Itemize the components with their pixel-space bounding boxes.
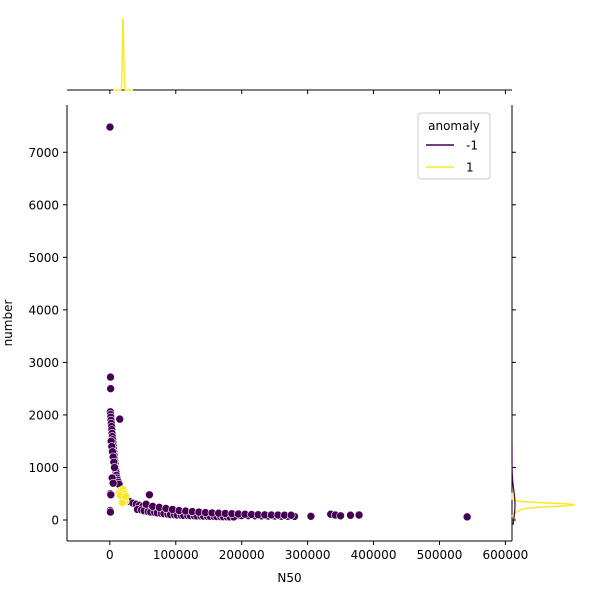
- scatter-point-neg1: [145, 490, 154, 500]
- x-tick-label: 200000: [219, 548, 265, 562]
- main-scatter-axes: 0 100000 200000 300000 400000 500000 600000 0 1…: [1, 105, 528, 585]
- y-tick-label: 7000: [28, 146, 59, 160]
- legend-label-neg1: -1: [466, 139, 478, 153]
- marginal-y-density-panel: [511, 105, 575, 541]
- scatter-point-neg1: [106, 490, 116, 500]
- x-tick-label: 0: [106, 548, 114, 562]
- scatter-point-neg1: [106, 384, 115, 393]
- y-tick-label: 4000: [28, 303, 59, 317]
- scatter-point-1: [121, 492, 130, 501]
- scatter-point-neg1: [354, 510, 364, 520]
- y-axis-ticks: 0 1000 2000 3000 4000 5000 6000 7000: [28, 146, 67, 527]
- scatter-point-neg1: [306, 512, 316, 521]
- scatter-point-neg1: [336, 511, 345, 521]
- y-tick-label: 0: [51, 513, 59, 527]
- legend-frame: [417, 112, 491, 180]
- scatter-points: [105, 122, 472, 522]
- x-tick-label: 400000: [351, 548, 397, 562]
- scatter-point-neg1: [106, 507, 115, 517]
- y-tick-label: 3000: [28, 356, 59, 370]
- x-tick-label: 100000: [153, 548, 199, 562]
- x-tick-label: 600000: [483, 548, 529, 562]
- scatter-point-neg1: [105, 122, 115, 132]
- scatter-point-neg1: [106, 372, 115, 382]
- scatter-point-neg1: [462, 512, 472, 522]
- y-tick-label: 5000: [28, 251, 59, 265]
- scatter-point-neg1: [286, 510, 296, 520]
- y-tick-label: 6000: [28, 198, 59, 212]
- marginal-x-density-curve-1: [113, 17, 134, 91]
- y-tick-label: 2000: [28, 408, 59, 422]
- marginal-x-density-panel: [67, 17, 512, 94]
- marginal-y-density-curve-neg1: [511, 444, 516, 525]
- marginal-x-ticks: [109, 90, 506, 94]
- scatter-point-neg1: [110, 463, 119, 472]
- legend-label-1: 1: [466, 161, 474, 175]
- x-axis-ticks: 0 100000 200000 300000 400000 500000 600000: [106, 541, 528, 562]
- marginal-y-density-curve-1: [511, 492, 575, 517]
- y-axis-label: number: [1, 300, 15, 347]
- legend-title: anomaly: [428, 119, 480, 133]
- x-axis-label: N50: [277, 571, 301, 585]
- x-tick-label: 500000: [417, 548, 463, 562]
- legend: anomaly -1 1: [417, 112, 491, 180]
- y-tick-label: 1000: [28, 461, 59, 475]
- scatter-point-neg1: [108, 478, 118, 488]
- scatter-point-neg1: [115, 414, 125, 424]
- x-tick-label: 300000: [285, 548, 331, 562]
- scatter-point-neg1: [346, 510, 355, 520]
